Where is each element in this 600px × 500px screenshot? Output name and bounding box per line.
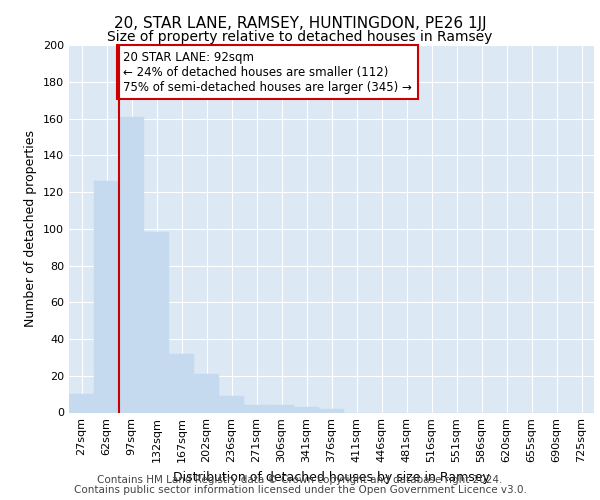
Y-axis label: Number of detached properties: Number of detached properties xyxy=(25,130,37,327)
Bar xyxy=(94,181,119,412)
Bar xyxy=(119,116,144,412)
Text: Contains public sector information licensed under the Open Government Licence v3: Contains public sector information licen… xyxy=(74,485,526,495)
Text: 20 STAR LANE: 92sqm
← 24% of detached houses are smaller (112)
75% of semi-detac: 20 STAR LANE: 92sqm ← 24% of detached ho… xyxy=(123,50,412,94)
Text: Size of property relative to detached houses in Ramsey: Size of property relative to detached ho… xyxy=(107,30,493,44)
Bar xyxy=(269,405,294,412)
Bar xyxy=(194,374,219,412)
Bar xyxy=(244,405,269,412)
Bar xyxy=(219,396,244,412)
X-axis label: Distribution of detached houses by size in Ramsey: Distribution of detached houses by size … xyxy=(173,470,490,484)
Text: Contains HM Land Registry data © Crown copyright and database right 2024.: Contains HM Land Registry data © Crown c… xyxy=(97,475,503,485)
Bar xyxy=(294,407,319,412)
Bar xyxy=(319,409,344,412)
Text: 20, STAR LANE, RAMSEY, HUNTINGDON, PE26 1JJ: 20, STAR LANE, RAMSEY, HUNTINGDON, PE26 … xyxy=(113,16,487,31)
Bar xyxy=(144,232,169,412)
Bar xyxy=(169,354,194,412)
Bar xyxy=(69,394,94,412)
